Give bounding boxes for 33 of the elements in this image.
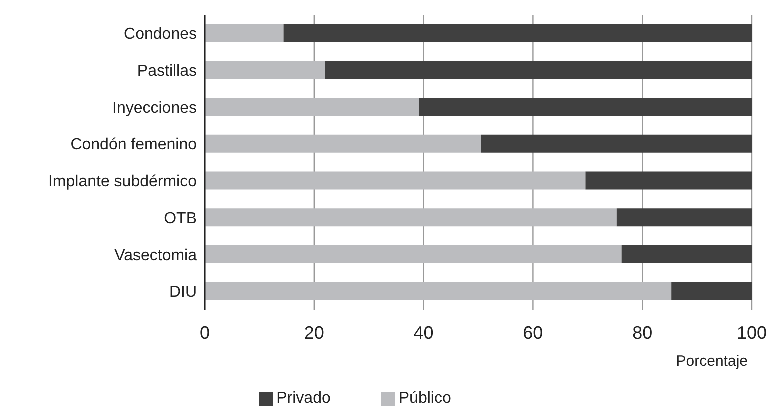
y-tick-label: Condones bbox=[124, 26, 197, 44]
x-tick-label: 100 bbox=[736, 322, 768, 343]
bar bbox=[205, 134, 482, 153]
x-tick-label: 80 bbox=[632, 322, 653, 343]
bar bbox=[284, 24, 752, 42]
x-tick-label: 20 bbox=[304, 322, 324, 343]
y-tick-label: Vasectomia bbox=[114, 247, 198, 264]
bar bbox=[205, 245, 622, 264]
bar bbox=[205, 208, 617, 227]
x-tick-label: 40 bbox=[414, 322, 434, 343]
bar bbox=[205, 24, 284, 42]
bar bbox=[672, 282, 752, 300]
bar bbox=[205, 282, 672, 300]
bar bbox=[622, 245, 752, 264]
legend-label: Privado bbox=[276, 390, 331, 407]
x-tick-label: 0 bbox=[200, 322, 210, 343]
y-tick-label: Inyecciones bbox=[112, 100, 197, 117]
bar bbox=[616, 208, 752, 227]
bar bbox=[586, 172, 752, 190]
y-tick-label: DIU bbox=[169, 284, 197, 302]
y-tick-label: Condón femenino bbox=[70, 136, 198, 154]
bar bbox=[205, 172, 586, 190]
y-tick-label: Implante subdérmico bbox=[48, 174, 198, 191]
bar bbox=[205, 61, 326, 80]
x-tick-label: 60 bbox=[523, 322, 544, 343]
legend-label: Público bbox=[398, 390, 452, 407]
bar bbox=[419, 98, 752, 116]
y-tick-label: Pastillas bbox=[137, 62, 197, 80]
bar bbox=[205, 98, 420, 116]
bar bbox=[325, 61, 752, 80]
x-axis-title: Porcentaje bbox=[676, 353, 748, 370]
bar bbox=[481, 134, 752, 153]
y-tick-label: OTB bbox=[164, 210, 197, 228]
